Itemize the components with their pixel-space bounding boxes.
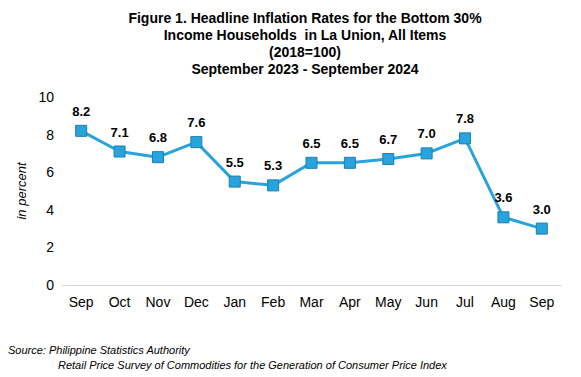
svg-text:Oct: Oct — [109, 294, 131, 310]
svg-text:Sep: Sep — [69, 294, 94, 310]
svg-text:Dec: Dec — [184, 294, 209, 310]
svg-text:6.8: 6.8 — [149, 130, 167, 145]
svg-text:2: 2 — [46, 239, 54, 255]
svg-text:6: 6 — [46, 164, 54, 180]
svg-text:Jun: Jun — [415, 294, 438, 310]
svg-text:0: 0 — [46, 277, 54, 293]
svg-text:in percent: in percent — [14, 161, 29, 219]
svg-text:Jan: Jan — [223, 294, 246, 310]
svg-text:6.5: 6.5 — [341, 136, 359, 151]
svg-text:5.5: 5.5 — [226, 155, 244, 170]
svg-text:Sep: Sep — [529, 294, 554, 310]
svg-text:Jul: Jul — [456, 294, 474, 310]
svg-text:Retail Price Survey of Commodi: Retail Price Survey of Commodities for t… — [58, 359, 447, 371]
svg-text:10: 10 — [38, 89, 54, 105]
svg-text:Figure 1. Headline Inflation R: Figure 1. Headline Inflation Rates for t… — [128, 10, 482, 26]
svg-text:4: 4 — [46, 202, 54, 218]
svg-text:3.6: 3.6 — [494, 190, 512, 205]
svg-text:6.5: 6.5 — [302, 136, 320, 151]
svg-text:Mar: Mar — [299, 294, 323, 310]
svg-text:Apr: Apr — [339, 294, 361, 310]
svg-text:Feb: Feb — [261, 294, 285, 310]
svg-text:Source: Philippine Statistics: Source: Philippine Statistics Authority — [8, 344, 191, 356]
svg-text:5.3: 5.3 — [264, 158, 282, 173]
svg-text:7.8: 7.8 — [456, 111, 474, 126]
svg-text:7.1: 7.1 — [111, 125, 129, 140]
svg-text:8.2: 8.2 — [72, 104, 90, 119]
svg-text:3.0: 3.0 — [533, 202, 551, 217]
svg-text:(2018=100): (2018=100) — [269, 44, 341, 60]
svg-text:May: May — [375, 294, 401, 310]
svg-text:Nov: Nov — [146, 294, 171, 310]
svg-text:Income Households in La Union: Income Households in La Union, All Items — [164, 27, 447, 43]
svg-text:Aug: Aug — [491, 294, 516, 310]
svg-text:7.0: 7.0 — [418, 126, 436, 141]
svg-text:6.7: 6.7 — [379, 132, 397, 147]
svg-text:8: 8 — [46, 127, 54, 143]
svg-text:September 2023 - September 202: September 2023 - September 2024 — [191, 61, 418, 77]
svg-text:7.6: 7.6 — [187, 115, 205, 130]
